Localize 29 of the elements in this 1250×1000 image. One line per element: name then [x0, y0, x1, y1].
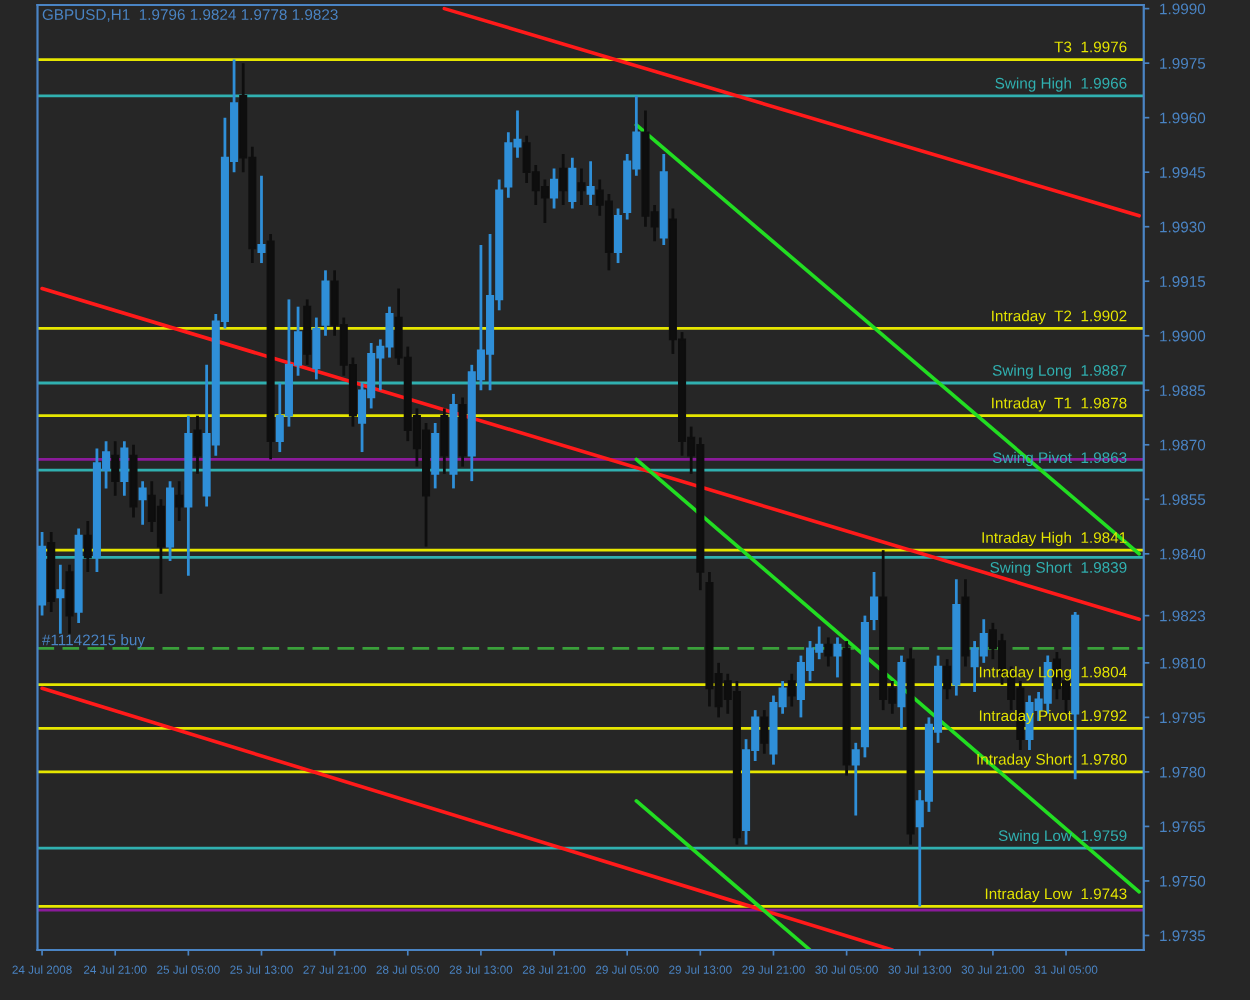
candlestick [943, 657, 952, 701]
candlestick [56, 563, 65, 636]
candlestick [577, 167, 586, 207]
candlestick [193, 414, 202, 476]
candlestick [559, 152, 568, 207]
candlestick [440, 407, 449, 476]
candlestick [833, 636, 842, 679]
candlestick [760, 708, 769, 756]
candlestick [111, 439, 120, 498]
candlestick [897, 654, 906, 730]
candlestick [540, 178, 549, 225]
candlestick [65, 563, 74, 636]
candlestick [83, 519, 92, 574]
candlestick [568, 156, 577, 210]
candlestick [979, 617, 988, 665]
candlestick [824, 636, 833, 668]
candlestick [120, 439, 129, 498]
candlestick [614, 207, 623, 265]
candlestick [303, 298, 312, 367]
candlestick [175, 479, 184, 523]
candlestick [257, 174, 266, 265]
candlestick [156, 497, 165, 596]
candlestick [431, 421, 440, 490]
candlestick [870, 570, 879, 632]
candlestick [586, 159, 595, 207]
candlestick [138, 479, 147, 527]
candlestick [550, 167, 559, 210]
candlestick [851, 741, 860, 817]
candlestick [787, 672, 796, 708]
